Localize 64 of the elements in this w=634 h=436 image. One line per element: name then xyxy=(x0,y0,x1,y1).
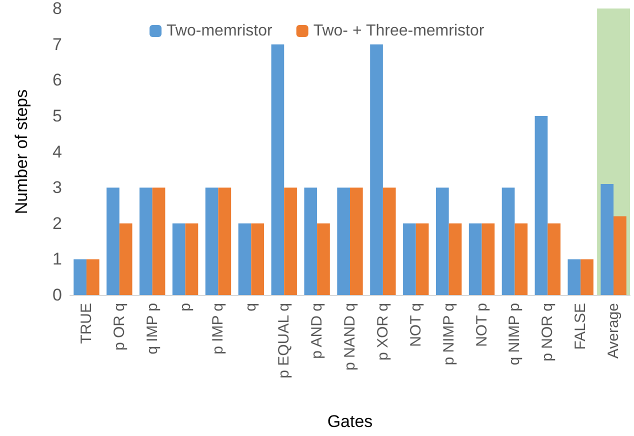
x-tick-label: p NOR q xyxy=(539,303,556,362)
bar xyxy=(403,223,416,295)
bar xyxy=(251,223,264,295)
x-tick-label: p xyxy=(176,303,194,312)
x-tick-label: FALSE xyxy=(572,303,590,350)
bar xyxy=(172,223,186,295)
bar xyxy=(600,184,614,295)
x-tick-label: NOT q xyxy=(407,303,424,347)
bar xyxy=(304,188,318,295)
x-tick-label: p XOR q xyxy=(374,303,392,361)
y-axis-title: Number of steps xyxy=(12,89,31,214)
legend-label: Two- + Three-memristor xyxy=(313,22,485,40)
bar xyxy=(382,188,396,295)
bar xyxy=(317,223,330,295)
x-tick-label: p EQUAL q xyxy=(276,303,293,378)
bar xyxy=(74,259,86,295)
y-tick-label: 1 xyxy=(52,250,62,269)
bar xyxy=(152,188,166,295)
bar xyxy=(436,188,449,295)
x-tick-label: p NAND q xyxy=(342,303,358,371)
x-tick-label: TRUE xyxy=(78,303,95,344)
y-tick-label: 2 xyxy=(52,214,62,233)
bar xyxy=(185,223,198,295)
bar xyxy=(238,223,252,295)
bar xyxy=(534,116,548,295)
bar xyxy=(416,223,429,295)
x-tick-label: Average xyxy=(605,303,622,359)
x-tick-label: p OR q xyxy=(110,303,128,351)
y-tick-label: 6 xyxy=(52,70,62,90)
y-tick-label: 0 xyxy=(52,286,62,304)
bar xyxy=(468,223,482,295)
x-tick-label: p NIMP q xyxy=(440,303,458,366)
bar xyxy=(568,259,581,295)
bar xyxy=(205,188,218,295)
bar xyxy=(548,223,560,295)
bar xyxy=(271,44,284,295)
bar xyxy=(514,223,528,295)
y-tick-label: 5 xyxy=(52,106,62,126)
bar xyxy=(502,188,515,295)
bar xyxy=(580,259,594,295)
y-tick-label: 4 xyxy=(52,142,62,162)
bar xyxy=(482,223,495,295)
bar xyxy=(448,223,462,295)
bar xyxy=(350,188,363,295)
bar xyxy=(284,188,297,295)
bar xyxy=(218,188,232,295)
bar xyxy=(337,188,350,295)
legend-label: Two-memristor xyxy=(166,22,273,40)
bar xyxy=(106,188,120,295)
y-tick-label: 8 xyxy=(52,0,62,18)
x-axis-title: Gates xyxy=(327,412,373,431)
x-tick-label: p AND q xyxy=(308,303,326,359)
bar xyxy=(119,223,132,295)
y-tick-label: 7 xyxy=(52,34,62,54)
bar xyxy=(370,44,383,295)
bar xyxy=(140,188,152,295)
x-tick-label: q NIMP p xyxy=(506,303,524,366)
bar xyxy=(614,216,626,295)
x-tick-label: q xyxy=(242,303,260,312)
x-tick-label: NOT p xyxy=(473,303,490,347)
bar xyxy=(86,259,100,295)
y-tick-label: 3 xyxy=(52,178,62,198)
x-tick-label: q IMP p xyxy=(144,303,161,354)
x-tick-label: p IMP q xyxy=(210,303,227,354)
